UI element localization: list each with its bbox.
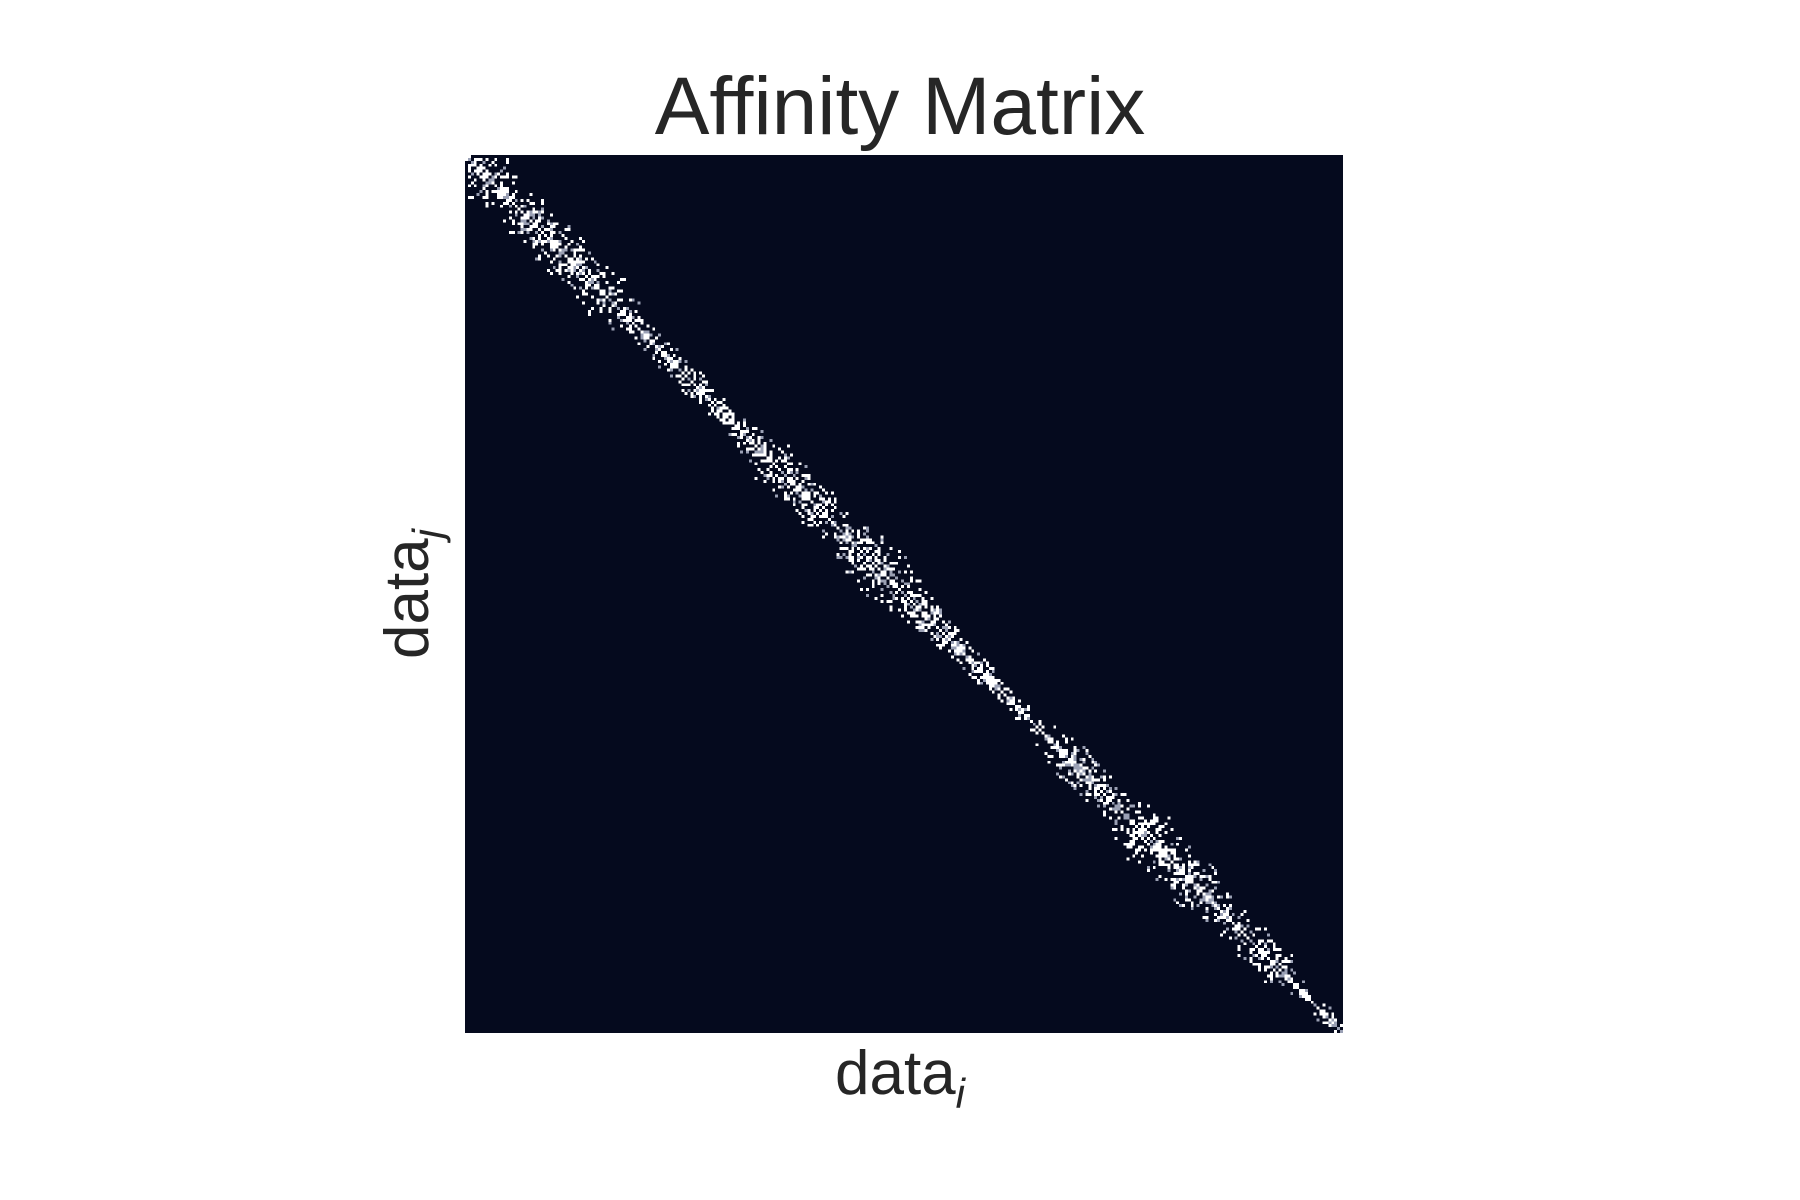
- x-axis-label-subscript: i: [955, 1070, 965, 1117]
- y-axis-label-base: data: [373, 538, 442, 660]
- x-axis-label-base: data: [834, 1039, 956, 1108]
- x-axis-label: datai: [0, 1038, 1800, 1118]
- affinity-heatmap: [465, 155, 1343, 1033]
- y-axis-label: dataj: [372, 529, 452, 659]
- heatmap-plot-area: [465, 155, 1343, 1033]
- y-axis-label-subscript: j: [404, 528, 451, 539]
- chart-title: Affinity Matrix: [654, 61, 1146, 152]
